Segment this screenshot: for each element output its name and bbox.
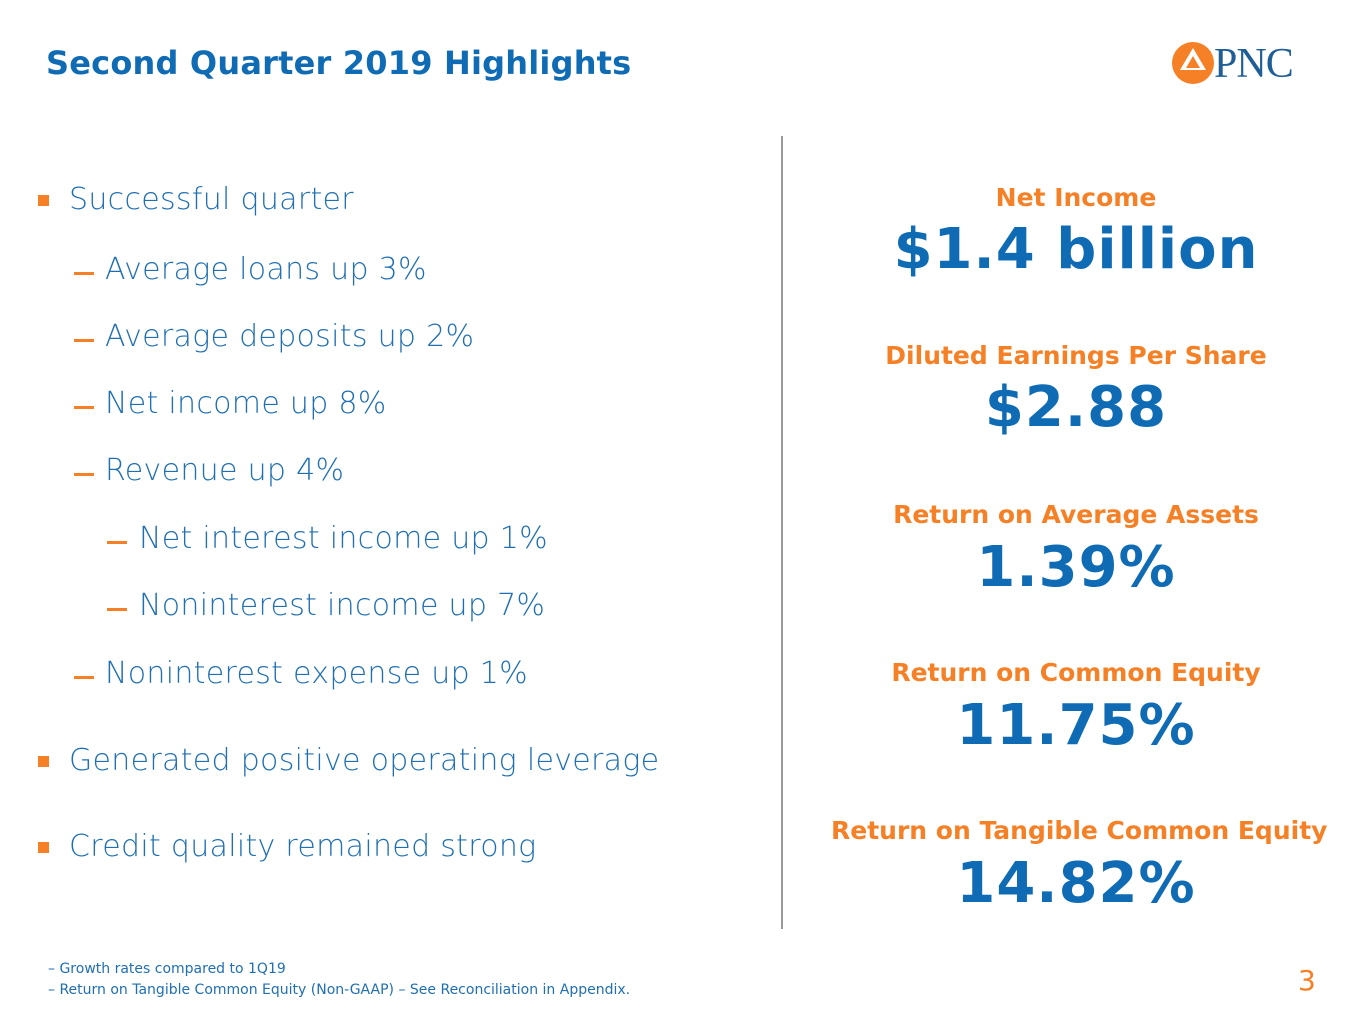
sub-bullet-net-income: Net income up 8% [105,386,387,421]
sub-bullet-avg-loans: Average loans up 3% [105,252,427,287]
bullet-square-icon [38,195,49,206]
metric-value-roaa: 1.39% [976,535,1176,600]
sub-bullet-avg-deposits: Average deposits up 2% [105,319,475,354]
metric-label-roaa: Return on Average Assets [893,500,1259,529]
metric-value-eps: $2.88 [984,375,1168,440]
metric-value-roce: 11.75% [956,693,1196,758]
sub-bullet-revenue: Revenue up 4% [105,453,345,488]
metric-value-rotce: 14.82% [956,851,1196,916]
bullet-square-icon [38,842,49,853]
bullet-square-icon [38,756,49,767]
column-divider [781,136,783,929]
pnc-logo-text: PNC [1214,41,1294,87]
slide-title: Second Quarter 2019 Highlights [46,44,632,82]
sub-sub-bullet-nonint-income: Noninterest income up 7% [139,588,546,623]
metric-label-eps: Diluted Earnings Per Share [885,341,1267,370]
dash-icon [74,406,94,409]
dash-icon [74,339,94,342]
dash-icon [74,473,94,476]
pnc-logo: PNC [1170,38,1330,90]
sub-bullet-nonint-expense: Noninterest expense up 1% [105,656,528,691]
dash-icon [74,272,94,275]
bullet-credit-quality: Credit quality remained strong [69,829,537,864]
footnote-rotce: – Return on Tangible Common Equity (Non-… [48,982,631,998]
dash-icon [74,676,94,679]
bullet-successful-quarter: Successful quarter [69,182,354,217]
metric-label-net-income: Net Income [995,183,1157,212]
sub-sub-bullet-nii: Net interest income up 1% [139,521,548,556]
metric-label-roce: Return on Common Equity [891,658,1261,687]
dash-icon [107,608,127,611]
footnote-growth-rates: – Growth rates compared to 1Q19 [48,961,286,977]
pnc-logo-icon [1172,42,1214,84]
metric-label-rotce: Return on Tangible Common Equity [831,816,1328,845]
bullet-operating-leverage: Generated positive operating leverage [69,743,660,778]
page-number: 3 [1298,964,1316,997]
metric-value-net-income: $1.4 billion [893,217,1259,282]
dash-icon [107,541,127,544]
